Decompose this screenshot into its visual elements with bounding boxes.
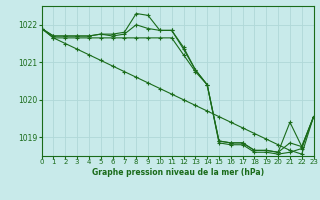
X-axis label: Graphe pression niveau de la mer (hPa): Graphe pression niveau de la mer (hPa) (92, 168, 264, 177)
